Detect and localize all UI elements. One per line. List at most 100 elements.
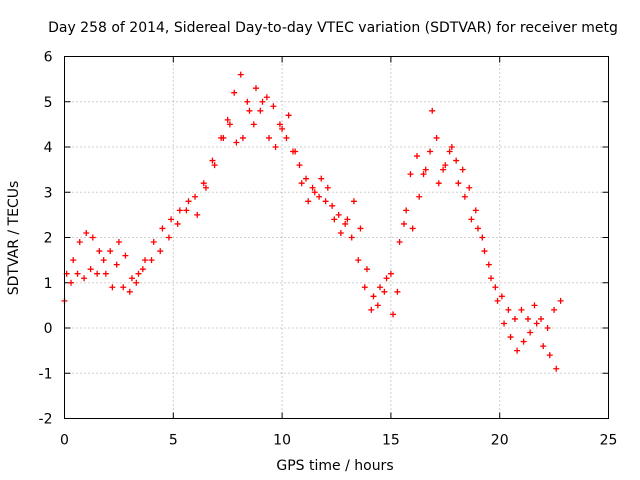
data-point-track-b [403,207,410,214]
data-point-track-b [96,248,103,255]
x-tick-label: 5 [169,433,178,449]
data-point-track-a [407,171,414,178]
y-tick-label: -1 [39,366,53,382]
data-point-track-a [368,306,375,313]
data-point-track-b [331,216,338,223]
data-point-track-b [159,225,166,232]
data-point-track-a [250,121,257,128]
data-point-track-a [231,89,238,96]
data-point-track-b [292,148,299,155]
data-point-track-b [168,216,175,223]
data-point-track-b [70,257,77,264]
data-point-track-a [126,288,133,295]
data-point-track-a [414,153,421,160]
data-point-track-b [337,229,344,236]
y-tick-label: 0 [44,321,53,337]
data-point-track-b [416,193,423,200]
y-tick-label: -2 [39,412,53,428]
data-point-track-a [381,288,388,295]
data-point-track-b [383,275,390,282]
data-point-track-b [122,252,129,259]
data-point-track-a [148,257,155,264]
data-point-track-b [102,270,109,277]
data-point-track-b [487,275,494,282]
data-point-track-b [409,225,416,232]
data-point-track-a [427,148,434,155]
data-point-track-a [551,306,558,313]
data-point-track-b [422,166,429,173]
data-point-track-a [544,325,551,331]
data-point-track-a [440,166,447,173]
data-point-track-a [133,279,140,286]
data-point-track-a [322,198,329,205]
data-point-track-a [270,103,277,110]
data-point-track-a [74,270,81,277]
data-point-track-a [342,220,349,227]
data-point-track-b [357,225,364,232]
data-point-track-b [220,134,227,141]
y-tick-label: 5 [44,95,53,111]
data-point-track-b [435,180,442,187]
y-axis-label: SDTVAR / TECUs [6,181,22,296]
data-point-track-a [524,315,531,322]
data-point-track-a [157,248,164,255]
data-point-track-b [461,193,468,200]
data-point-track-b [239,134,246,141]
data-point-track-a [113,261,120,268]
data-point-track-b [363,266,370,273]
data-point-track-b [185,198,192,205]
data-point-track-b [285,112,292,119]
data-point-track-a [183,207,190,214]
data-point-track-a [316,193,323,200]
data-point-track-b [252,85,259,92]
data-point-track-a [165,234,172,241]
data-point-track-a [374,302,381,309]
data-points [61,71,564,372]
data-point-track-a [81,275,88,282]
data-point-track-a [237,71,244,78]
data-point-track-b [226,121,233,128]
data-point-track-a [276,121,283,128]
data-point-track-b [396,239,403,246]
data-point-track-b [266,134,273,141]
data-point-track-b [553,365,560,372]
data-point-track-a [479,234,486,241]
data-point-track-a [209,157,216,164]
data-point-track-a [224,116,231,123]
data-point-track-b [540,343,547,350]
data-point-track-a [303,175,310,182]
x-tick-label: 10 [273,433,291,449]
data-point-track-b [370,293,377,300]
x-tick-label: 25 [600,433,618,449]
data-point-track-b [298,180,305,187]
data-point-track-a [387,270,394,277]
data-point-track-b [527,329,534,336]
data-point-track-a [283,134,290,141]
data-point-track-b [128,275,135,282]
data-point-track-b [211,162,218,169]
data-point-track-a [200,180,207,187]
data-point-track-b [259,98,266,105]
data-point-track-a [87,266,94,273]
data-point-track-a [466,184,473,191]
x-axis-label: GPS time / hours [276,458,393,474]
data-point-track-b [115,239,122,246]
data-point-track-a [394,288,401,295]
data-point-track-b [442,162,449,169]
data-point-track-a [68,279,75,286]
y-tick-label: 4 [44,140,53,156]
data-point-track-b [142,257,149,264]
data-point-track-b [89,234,96,241]
grid-lines [64,56,609,419]
data-point-track-b [474,225,481,232]
data-point-track-a [472,207,479,214]
data-point-track-b [279,125,286,132]
data-point-track-b [481,248,488,255]
data-point-track-b [194,211,201,218]
data-point-track-a [296,162,303,169]
data-point-track-b [135,270,142,277]
x-tick-label: 20 [491,433,509,449]
data-point-track-a [309,184,316,191]
